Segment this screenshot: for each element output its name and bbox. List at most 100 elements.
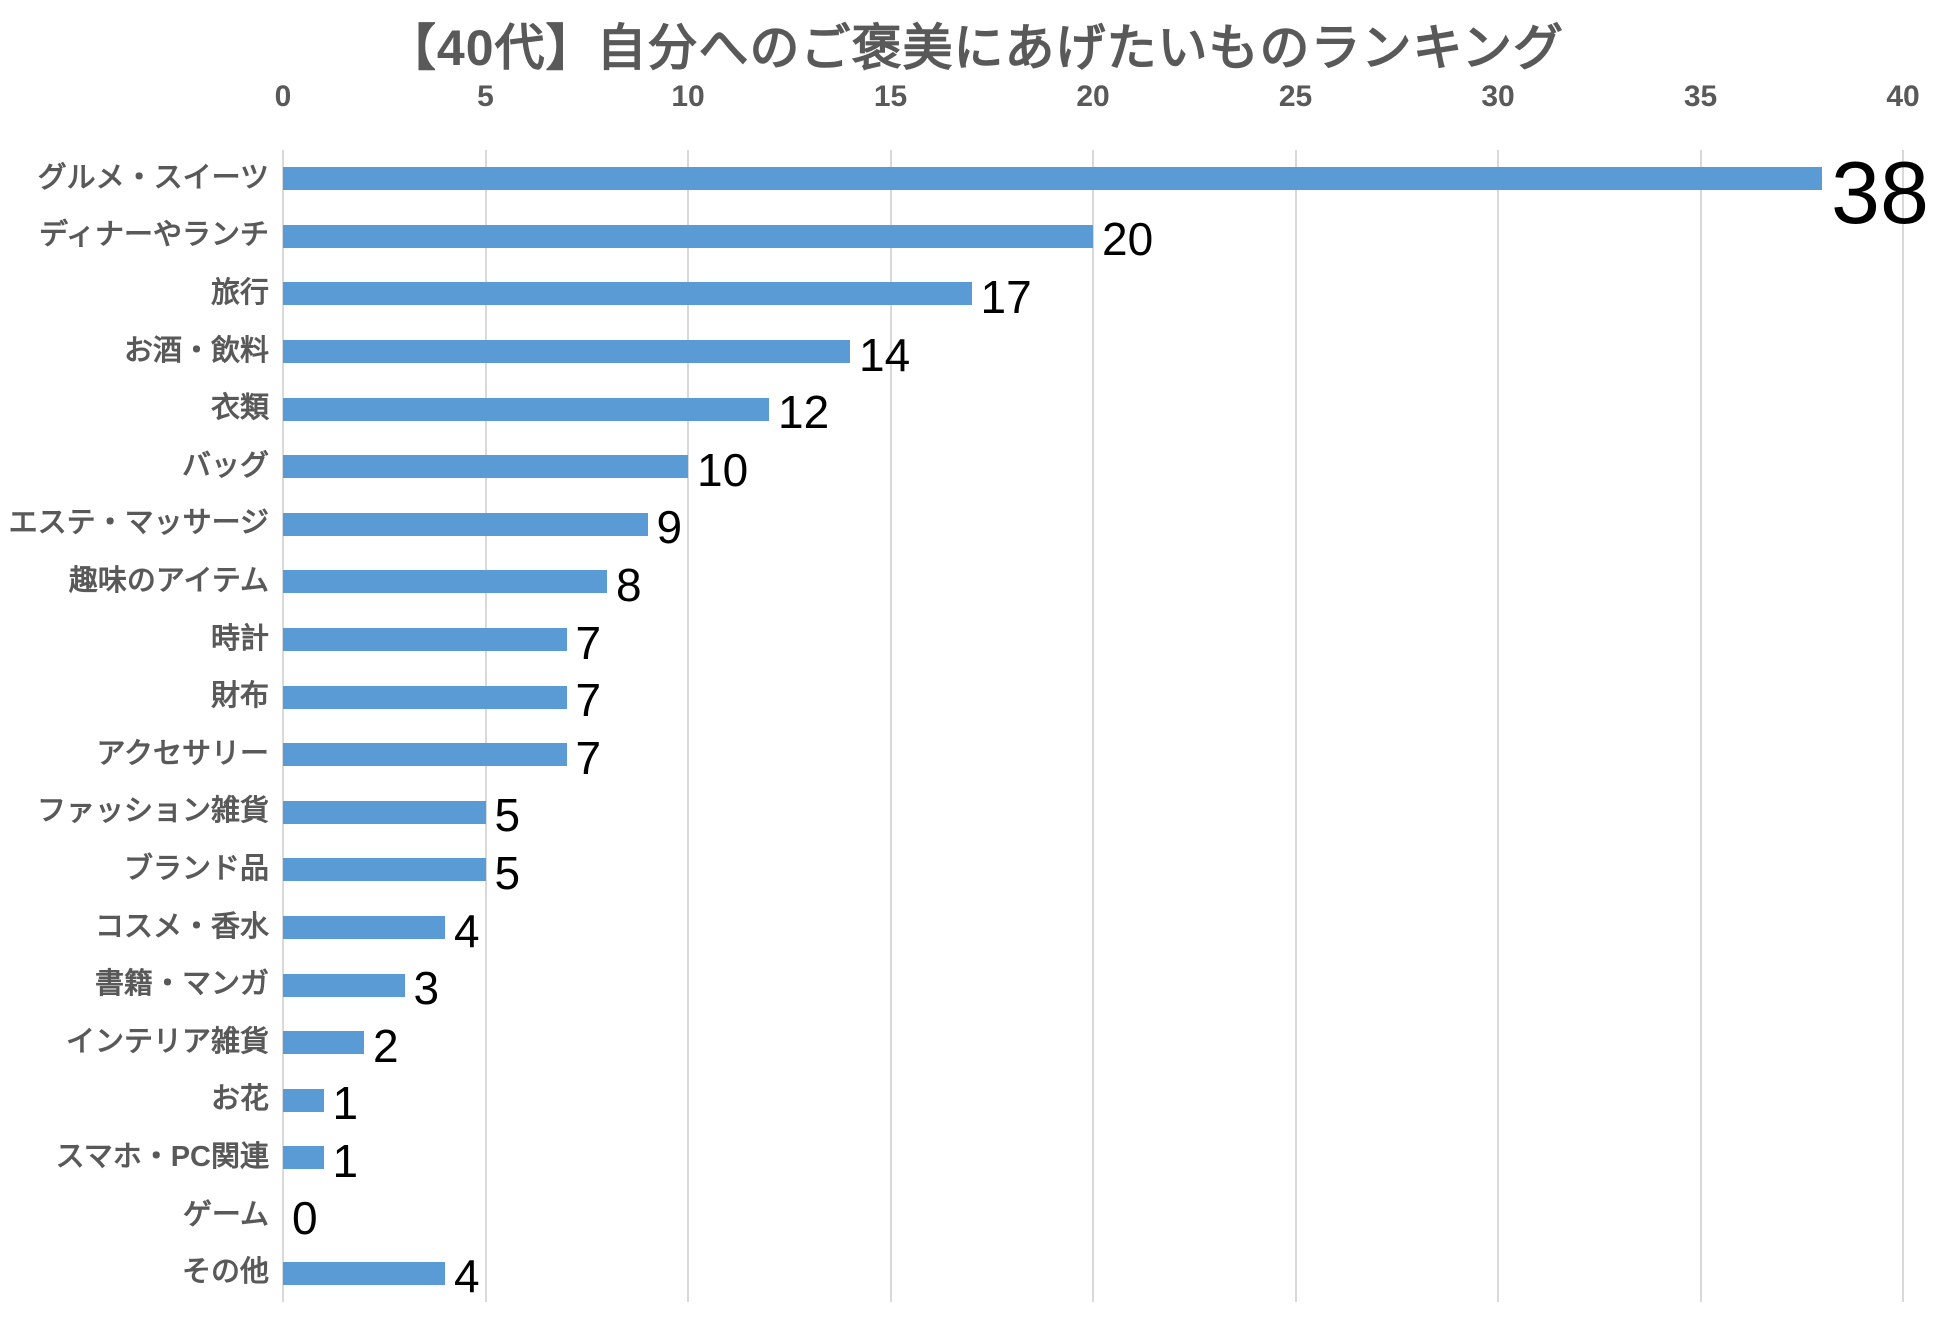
x-axis-tick-label: 0 — [274, 80, 292, 113]
bar-row: グルメ・スイーツ 38 — [0, 148, 1929, 236]
bar — [283, 973, 405, 997]
bar-track: 5 — [283, 784, 1903, 842]
bar — [283, 858, 486, 882]
category-label: 時計 — [210, 622, 269, 655]
gridline — [1902, 150, 1904, 1302]
bar-track: 1 — [283, 1072, 1903, 1130]
gridline — [1699, 150, 1702, 1302]
category-label: ファッション雑貨 — [36, 795, 269, 828]
bar-track: 9 — [283, 496, 1903, 554]
bar — [283, 685, 567, 709]
bar-row: エステ・マッサージ 9 — [0, 496, 1903, 554]
x-axis-tick-label: 5 — [477, 80, 494, 113]
value-label: 8 — [616, 558, 642, 611]
bar-track: 4 — [283, 899, 1903, 957]
value-label: 5 — [494, 789, 521, 842]
x-axis: 0 5 10 15 20 25 30 35 40 — [275, 76, 1920, 118]
value-label: 7 — [575, 616, 602, 669]
bar — [283, 628, 567, 652]
value-label: 12 — [778, 386, 830, 439]
bar-track: 38 — [283, 148, 1929, 236]
value-label: 4 — [454, 1250, 480, 1303]
category-label: ゲーム — [182, 1198, 269, 1231]
value-label: 4 — [454, 904, 480, 957]
value-label: 10 — [697, 443, 749, 496]
gridline — [687, 150, 689, 1302]
bar-row: お花 1 — [0, 1072, 1903, 1130]
value-label: 20 — [1102, 213, 1154, 266]
bar-track: 12 — [283, 380, 1903, 438]
gridline — [282, 150, 284, 1302]
bar — [283, 455, 688, 479]
bar-track: 0 — [283, 1187, 1903, 1245]
bar-track: 17 — [283, 265, 1903, 323]
value-label: 3 — [413, 962, 440, 1015]
gridline — [1092, 150, 1094, 1302]
bar-row: ディナーやランチ 20 — [0, 208, 1903, 266]
value-label: 5 — [494, 846, 521, 899]
gridline — [484, 150, 487, 1302]
bar-track: 10 — [283, 438, 1903, 496]
value-label: 1 — [332, 1077, 359, 1130]
bar — [283, 167, 1822, 191]
x-axis-tick-label: 20 — [1076, 80, 1110, 113]
value-label: 7 — [575, 674, 602, 727]
category-label: 衣類 — [210, 392, 269, 425]
bar-row: ゲーム 0 — [0, 1187, 1903, 1245]
category-label: アクセサリー — [96, 737, 269, 770]
category-label: 財布 — [210, 680, 269, 713]
bar-row: ブランド品 5 — [0, 841, 1903, 899]
category-label: インテリア雑貨 — [65, 1025, 269, 1058]
category-label: その他 — [181, 1256, 269, 1289]
bar — [283, 1261, 445, 1285]
bar-row: お酒・飲料 14 — [0, 323, 1903, 381]
x-axis-tick-label: 25 — [1278, 80, 1313, 113]
category-label: お花 — [210, 1083, 269, 1116]
bar-row: アクセサリー 7 — [0, 726, 1903, 784]
plot-area — [282, 150, 1904, 1302]
gridline — [889, 150, 892, 1302]
x-axis-tick-label: 15 — [873, 80, 908, 113]
category-label: スマホ・PC関連 — [55, 1140, 269, 1173]
bar — [283, 1031, 364, 1055]
bar-track: 7 — [283, 611, 1903, 669]
category-label: ディナーやランチ — [39, 219, 269, 252]
bar-row: コスメ・香水 4 — [0, 899, 1903, 957]
value-label: 1 — [332, 1134, 359, 1187]
bar-row: バッグ 10 — [0, 438, 1903, 496]
value-label: 7 — [575, 731, 602, 784]
bar-track: 20 — [283, 208, 1903, 266]
bar-row: 書籍・マンガ 3 — [0, 956, 1903, 1014]
gridline — [1294, 150, 1297, 1302]
bar-row: 時計 7 — [0, 611, 1903, 669]
bar-track: 5 — [283, 841, 1903, 899]
x-axis-tick-label: 10 — [671, 80, 705, 113]
bar — [283, 1088, 324, 1112]
bar-rows: グルメ・スイーツ 38 ディナーやランチ 20 旅行 17 お酒・飲料 14 衣類 12 バッグ 10… — [0, 148, 1929, 1303]
bar — [283, 743, 567, 767]
bar — [283, 800, 486, 824]
value-label: 17 — [980, 270, 1032, 323]
category-label: 書籍・マンガ — [94, 968, 269, 1001]
bar-row: 衣類 12 — [0, 380, 1903, 438]
bar-track: 8 — [283, 553, 1903, 611]
bar — [283, 224, 1093, 248]
bar-track: 7 — [283, 726, 1903, 784]
bar-track: 2 — [283, 1014, 1903, 1072]
x-axis-tick-label: 35 — [1683, 80, 1718, 113]
category-label: ブランド品 — [123, 852, 269, 885]
category-label: グルメ・スイーツ — [37, 161, 269, 194]
bar-row: 趣味のアイテム 8 — [0, 553, 1903, 611]
bar — [283, 282, 972, 306]
value-label: 0 — [292, 1192, 318, 1245]
chart-title: 【40代】自分へのご褒美にあげたいものランキング — [385, 20, 1565, 76]
bar-track: 3 — [283, 956, 1903, 1014]
category-label: エステ・マッサージ — [8, 507, 269, 540]
x-axis-tick-label: 30 — [1481, 80, 1515, 113]
bar — [283, 916, 445, 940]
bar-track: 1 — [283, 1129, 1903, 1187]
bar-row: 財布 7 — [0, 668, 1903, 726]
bar-row: インテリア雑貨 2 — [0, 1014, 1903, 1072]
category-label: コスメ・香水 — [94, 910, 269, 943]
